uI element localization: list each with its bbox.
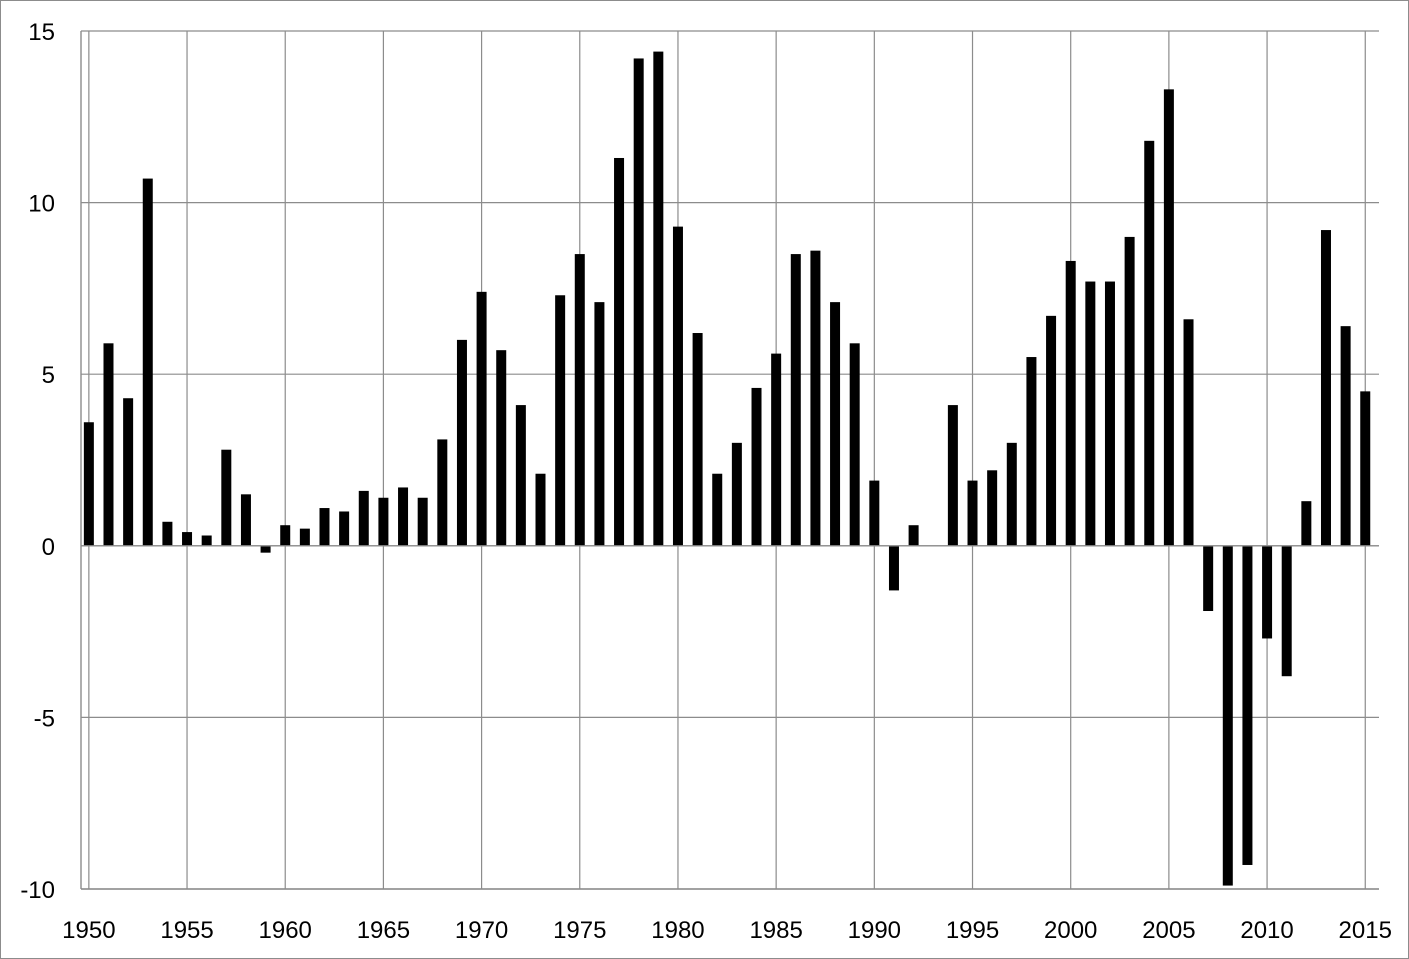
x-tick-label: 1955: [160, 917, 213, 944]
bars-layer: [83, 51, 1371, 886]
bar-1982: [712, 473, 723, 546]
x-tick-label: 2010: [1240, 917, 1293, 944]
bar-1983: [731, 442, 742, 546]
x-tick-label: 1960: [259, 917, 312, 944]
bar-2009: [1242, 545, 1253, 865]
bar-1992: [908, 525, 919, 546]
bar-1979: [653, 51, 664, 546]
bar-1972: [515, 405, 526, 546]
bar-1956: [201, 535, 212, 546]
x-tick-label: 1950: [62, 917, 115, 944]
bar-1951: [103, 343, 114, 546]
x-tick-label: 1965: [357, 917, 410, 944]
bar-1953: [142, 178, 153, 546]
bar-1955: [182, 532, 193, 546]
y-tick-label: -5: [34, 705, 55, 732]
bar-2012: [1301, 501, 1312, 546]
bar-1952: [123, 398, 134, 546]
bar-2006: [1183, 319, 1194, 546]
bar-1994: [947, 405, 958, 546]
y-tick-label: 10: [28, 191, 55, 218]
bar-1962: [319, 508, 330, 546]
bar-1998: [1026, 357, 1037, 546]
x-tick-label: 1970: [455, 917, 508, 944]
x-tick-label: 1995: [946, 917, 999, 944]
x-tick-label: 2005: [1142, 917, 1195, 944]
bar-2003: [1124, 236, 1135, 546]
bar-1970: [476, 291, 487, 546]
bar-1968: [437, 439, 448, 546]
bar-2014: [1340, 326, 1351, 546]
x-tick-label: 1990: [848, 917, 901, 944]
bar-1973: [535, 473, 546, 546]
x-tick-label: 2000: [1044, 917, 1097, 944]
bar-2000: [1065, 260, 1076, 546]
bar-1961: [299, 528, 310, 546]
bar-1974: [555, 295, 566, 546]
y-tick-label: -10: [20, 877, 55, 904]
bar-2007: [1203, 545, 1214, 612]
bar-1971: [496, 350, 507, 546]
bar-2008: [1222, 545, 1233, 886]
bar-2005: [1163, 89, 1174, 546]
y-tick-label: 15: [28, 19, 55, 46]
bar-1988: [830, 302, 841, 546]
bar-1975: [574, 254, 585, 546]
bar-2011: [1281, 545, 1292, 677]
x-tick-label: 1985: [749, 917, 802, 944]
bar-1996: [987, 470, 998, 546]
x-tick-label: 1980: [651, 917, 704, 944]
bar-1990: [869, 480, 880, 546]
bar-1959: [260, 545, 271, 553]
bar-1967: [417, 497, 428, 546]
bar-1964: [358, 490, 369, 546]
bar-1995: [967, 480, 978, 546]
bar-1963: [339, 511, 350, 546]
bar-1957: [221, 449, 232, 546]
bar-1987: [810, 250, 821, 546]
bar-1950: [83, 422, 94, 546]
bar-2013: [1320, 230, 1331, 546]
x-tick-label: 1975: [553, 917, 606, 944]
bar-1989: [849, 343, 860, 546]
bar-1980: [672, 226, 683, 546]
bar-1958: [240, 494, 251, 546]
bar-1991: [888, 545, 899, 591]
bar-1981: [692, 333, 703, 546]
y-tick-label: 0: [42, 534, 55, 561]
bar-1984: [751, 387, 762, 546]
bar-1969: [456, 339, 467, 546]
bar-1966: [398, 487, 409, 546]
x-tick-label: 2015: [1339, 917, 1392, 944]
bar-1986: [790, 254, 801, 546]
bar-1965: [378, 497, 389, 546]
bar-2015: [1360, 391, 1371, 546]
bar-2010: [1262, 545, 1273, 639]
bar-1997: [1006, 442, 1017, 546]
bar-1977: [614, 157, 625, 546]
bar-1976: [594, 302, 605, 546]
bar-1985: [771, 353, 782, 546]
axes-layer: [80, 31, 1379, 890]
labels-layer: -10 -5 0 5 10 15 1950 1955 1960 1965 1970 1975 1980 1…: [20, 19, 1392, 944]
bar-2001: [1085, 281, 1096, 546]
y-tick-label: 5: [42, 362, 55, 389]
bar-2004: [1144, 140, 1155, 546]
bar-2002: [1104, 281, 1115, 546]
bar-1999: [1046, 315, 1057, 546]
bar-1978: [633, 58, 644, 546]
bar-1954: [162, 521, 173, 546]
bar-1960: [280, 525, 291, 546]
